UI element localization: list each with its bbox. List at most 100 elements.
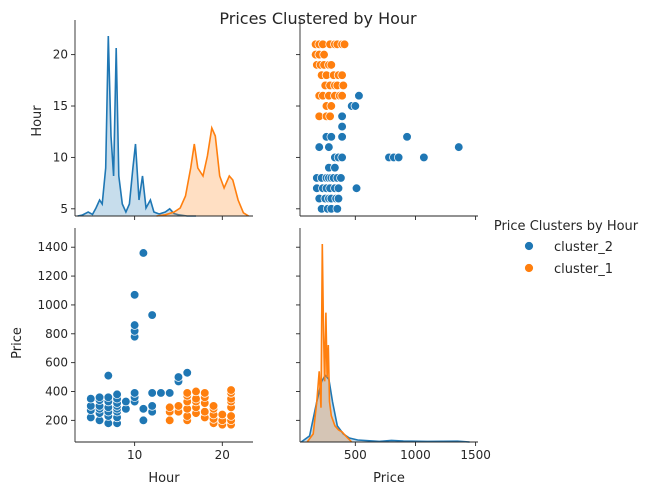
point-cluster-2-3 [332, 204, 342, 214]
point-cluster-1-36 [339, 39, 350, 49]
point-cluster-1-2 [325, 111, 335, 121]
point-cluster-1-15 [338, 80, 348, 91]
tick-marks: 5 10 15 20 200 400 600 800 1000 1200 1400 10 20 500 10… [37, 48, 490, 462]
point-cluster-1-25 [208, 401, 219, 411]
y-tick-label-hour-20: 20 [53, 48, 68, 62]
point-cluster-1-10 [182, 388, 192, 398]
point-cluster-2-36 [138, 248, 149, 258]
x-tick-label-hour-20: 20 [215, 448, 230, 462]
y-tick-label-price-1400: 1400 [37, 240, 68, 254]
point-cluster-2-42 [337, 111, 347, 121]
legend-entry-cluster-2: cluster_2 [524, 240, 613, 255]
point-cluster-1-20 [200, 388, 210, 398]
point-cluster-1-25 [326, 60, 336, 70]
point-cluster-1-4 [326, 101, 336, 111]
point-cluster-2-29 [129, 388, 140, 398]
point-cluster-2-41 [337, 121, 347, 132]
y-tick-label-hour-10: 10 [53, 150, 68, 164]
y-tick-label-price-1200: 1200 [37, 269, 68, 283]
kde-fill-cluster-2 [77, 36, 196, 216]
legend-marker-cluster-2 [524, 241, 534, 251]
point-cluster-1-10 [337, 91, 347, 101]
point-cluster-2-39 [337, 132, 347, 142]
legend: Price Clusters by Hour cluster_2 cluster… [494, 219, 639, 277]
point-cluster-1-4 [173, 401, 184, 411]
panel-price-price [300, 243, 470, 443]
y-tick-label-price-800: 800 [45, 327, 68, 341]
point-cluster-1-15 [191, 386, 201, 397]
axes-spines [74, 20, 478, 443]
kde-line-cluster-1 [156, 125, 250, 217]
x-axis-label-price: Price [373, 471, 405, 486]
point-cluster-2-40 [147, 310, 157, 320]
x-tick-label-hour-10: 10 [127, 448, 142, 462]
point-cluster-2-15 [103, 392, 113, 402]
point-cluster-2-40 [402, 132, 412, 142]
legend-marker-cluster-1 [524, 263, 534, 273]
point-cluster-2-24 [336, 173, 346, 183]
point-cluster-2-39 [147, 388, 157, 398]
point-cluster-1-0 [165, 415, 175, 426]
point-cluster-2-9 [94, 392, 105, 402]
point-cluster-2-33 [419, 152, 429, 163]
chart-title: Prices Clustered by Hour [219, 9, 417, 28]
point-cluster-2-32 [129, 320, 140, 330]
point-cluster-2-9 [333, 193, 344, 204]
point-cluster-2-26 [121, 396, 131, 407]
legend-title: Price Clusters by Hour [494, 219, 639, 234]
point-cluster-1-28 [217, 409, 227, 420]
point-cluster-2-29 [337, 152, 347, 163]
point-cluster-2-32 [393, 152, 404, 163]
legend-label-cluster-2: cluster_2 [554, 240, 613, 255]
point-cluster-2-34 [138, 415, 149, 426]
x-tick-label-price-500: 500 [344, 448, 367, 462]
y-tick-label-hour-5: 5 [60, 202, 68, 216]
y-tick-label-price-1000: 1000 [37, 298, 68, 312]
panel-hour-hour [77, 35, 250, 217]
point-cluster-1-20 [337, 70, 347, 80]
kde-line-cluster-1 [306, 243, 353, 443]
y-tick-label-price-400: 400 [45, 385, 68, 399]
y-tick-label-hour-15: 15 [53, 99, 68, 113]
kde-fill-cluster-2 [301, 375, 470, 442]
point-cluster-2-16 [351, 183, 362, 193]
point-cluster-2-26 [330, 163, 340, 173]
kde-fill-cluster-1 [156, 128, 249, 216]
point-cluster-2-42 [165, 388, 175, 398]
point-cluster-1-2 [165, 402, 175, 413]
point-cluster-2-36 [454, 142, 464, 152]
point-cluster-2-35 [324, 142, 334, 152]
point-cluster-1-36 [226, 385, 236, 395]
panel-hour-price [86, 248, 236, 430]
y-axis-label-hour: Hour [30, 105, 45, 137]
point-cluster-2-38 [147, 401, 157, 411]
legend-label-cluster-1: cluster_1 [554, 262, 613, 277]
point-cluster-2-45 [182, 368, 192, 378]
point-cluster-2-34 [314, 142, 324, 152]
point-cluster-2-24 [112, 389, 122, 400]
x-axis-label-hour: Hour [148, 471, 180, 486]
point-cluster-2-15 [333, 183, 344, 193]
x-tick-label-price-1000: 1000 [400, 448, 431, 462]
point-cluster-1-31 [226, 411, 236, 421]
point-cluster-2-3 [86, 394, 96, 404]
point-cluster-1-17 [200, 407, 210, 417]
point-cluster-2-41 [156, 388, 166, 398]
y-tick-label-price-200: 200 [45, 413, 68, 427]
point-cluster-2-44 [173, 372, 184, 382]
point-cluster-2-45 [354, 91, 364, 101]
point-cluster-2-38 [326, 132, 336, 142]
x-tick-label-price-1500: 1500 [460, 448, 491, 462]
y-axis-label-price: Price [10, 327, 25, 359]
panel-price-hour [310, 39, 464, 214]
y-tick-label-price-600: 600 [45, 356, 68, 370]
point-cluster-1-28 [319, 49, 329, 60]
kde-line-cluster-2 [77, 35, 196, 217]
point-cluster-2-44 [350, 101, 360, 111]
point-cluster-2-35 [138, 404, 149, 414]
point-cluster-2-16 [103, 370, 113, 381]
legend-entry-cluster-1: cluster_1 [524, 262, 613, 277]
point-cluster-2-33 [129, 290, 140, 300]
kde-fill-cluster-1 [307, 244, 352, 442]
